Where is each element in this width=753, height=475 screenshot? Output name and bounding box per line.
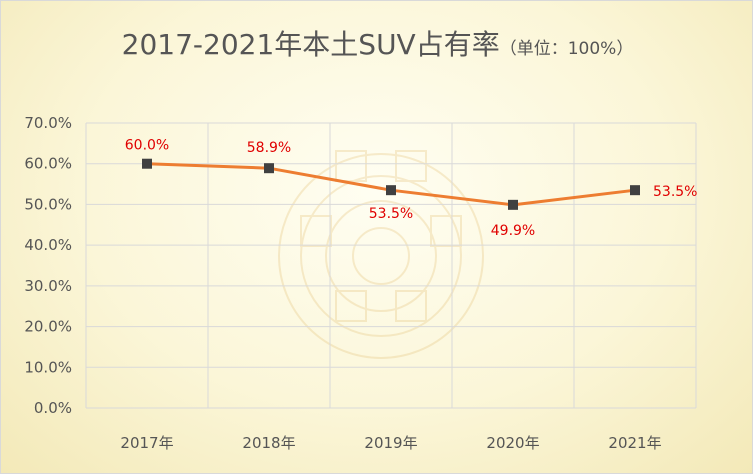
data-label: 49.9%	[491, 223, 535, 239]
y-tick-label: 20.0%	[24, 318, 72, 336]
x-tick-label: 2021年	[608, 434, 661, 452]
y-tick-label: 0.0%	[34, 399, 72, 417]
data-label: 60.0%	[125, 138, 169, 154]
data-label: 53.5%	[653, 184, 697, 200]
data-label: 53.5%	[369, 206, 413, 222]
y-tick-label: 30.0%	[24, 277, 72, 295]
watermark-emblem	[278, 150, 484, 359]
data-point	[142, 158, 152, 169]
y-tick-label: 60.0%	[24, 155, 72, 173]
y-tick-label: 70.0%	[24, 114, 72, 132]
x-tick-label: 2020年	[486, 434, 539, 452]
y-tick-label: 50.0%	[24, 195, 72, 213]
y-tick-label: 10.0%	[24, 358, 72, 376]
chart-title: 2017-2021年本土SUV占有率（单位：100%）	[1, 23, 753, 63]
y-tick-label: 40.0%	[24, 236, 72, 254]
data-point	[508, 199, 518, 210]
data-label: 58.9%	[247, 140, 291, 156]
x-tick-label: 2018年	[242, 434, 295, 452]
series-line	[146, 162, 636, 207]
x-tick-label: 2017年	[120, 434, 173, 452]
data-point	[264, 163, 274, 174]
x-tick-label: 2019年	[364, 434, 417, 452]
data-point	[630, 185, 640, 196]
chart-title-main: 2017-2021年本土SUV占有率	[121, 28, 500, 61]
chart-title-unit: （单位：100%）	[499, 39, 634, 59]
data-point	[386, 185, 396, 196]
